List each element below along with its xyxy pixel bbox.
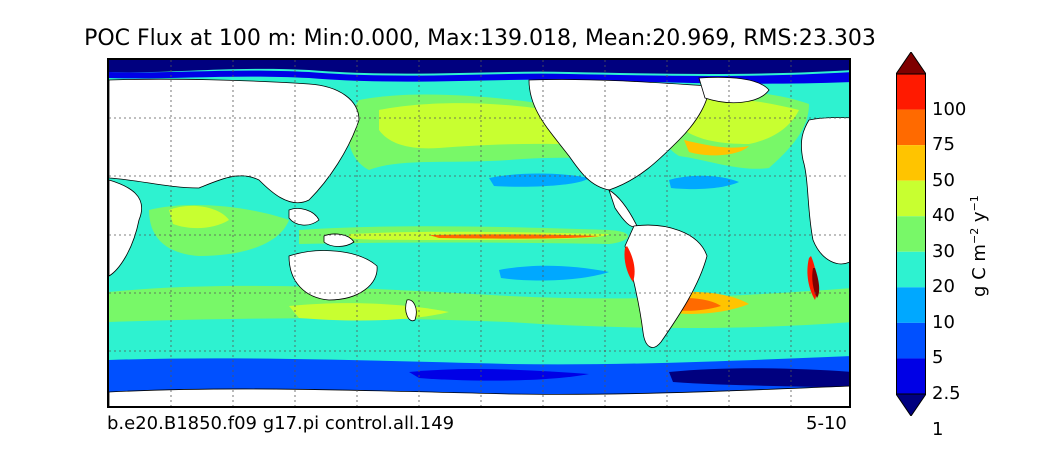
antarctica-land bbox=[109, 385, 849, 406]
peru-upwelling bbox=[624, 246, 635, 282]
colorbar-segment bbox=[896, 358, 926, 394]
eurasia-land bbox=[109, 78, 360, 204]
depth-range-caption: 5-10 bbox=[806, 413, 847, 434]
benguela-max bbox=[812, 268, 820, 298]
colorbar-tick-label: 30 bbox=[932, 240, 955, 262]
north-atlantic-yellow bbox=[674, 98, 799, 144]
colorbar-frame bbox=[896, 73, 926, 395]
colorbar-tick-label: 10 bbox=[932, 311, 955, 333]
unit-prefix: g C m bbox=[969, 244, 990, 297]
map-panel bbox=[107, 58, 851, 408]
borneo-land bbox=[288, 208, 320, 226]
colorbar-segment bbox=[896, 322, 926, 359]
north-atlantic-orange bbox=[684, 140, 749, 156]
equatorial-orange bbox=[429, 234, 599, 239]
north-pacific-gyre bbox=[489, 173, 589, 187]
plot-title: POC Flux at 100 m: Min:0.000, Max:139.01… bbox=[84, 26, 876, 51]
arabian-sea-yellow bbox=[169, 205, 229, 229]
colorbar-segment bbox=[896, 216, 926, 252]
colorbar-extend-min bbox=[896, 393, 926, 416]
north-america-land bbox=[528, 79, 710, 191]
colorbar-segment bbox=[896, 180, 926, 217]
europe-africa-land bbox=[801, 117, 849, 265]
greenland-land bbox=[698, 76, 770, 103]
colorbar-extend-max bbox=[896, 52, 926, 75]
new-guinea-land bbox=[323, 233, 355, 247]
colorbar-segment bbox=[896, 145, 926, 181]
colorbar bbox=[896, 52, 926, 416]
north-atlantic-gyre bbox=[669, 175, 739, 190]
ross-sea-dark bbox=[409, 368, 589, 381]
colorbar-tick-label: 100 bbox=[932, 98, 967, 120]
flux-map bbox=[109, 60, 849, 406]
unit-mid: y bbox=[969, 211, 990, 228]
graticule bbox=[109, 60, 849, 406]
colorbar-tick-label: 75 bbox=[932, 134, 955, 156]
weddell-dark bbox=[669, 368, 849, 388]
colorbar-tick-label: 5 bbox=[932, 347, 944, 369]
arctic-blue-band bbox=[109, 70, 849, 84]
south-america-land bbox=[624, 224, 708, 348]
colorbar-tick-label: 50 bbox=[932, 169, 955, 191]
land-masses bbox=[109, 76, 849, 406]
colorbar-segment bbox=[896, 251, 926, 288]
colorbar-segment bbox=[896, 109, 926, 146]
new-zealand-land bbox=[405, 299, 417, 322]
colorbar-tick-label: 20 bbox=[932, 276, 955, 298]
australia-land bbox=[288, 250, 378, 301]
colorbar-segment bbox=[896, 287, 926, 323]
run-id-caption: b.e20.B1850.f09 g17.pi control.all.149 bbox=[107, 413, 455, 434]
colorbar-unit-label: g C m−2 y−1 bbox=[968, 195, 990, 297]
colorbar-tick-label: 1 bbox=[932, 418, 944, 440]
africa-land bbox=[109, 179, 142, 277]
unit-exponent-2: −1 bbox=[968, 195, 981, 212]
arctic-ice-region bbox=[109, 60, 849, 74]
south-pacific-gyre bbox=[499, 265, 609, 281]
unit-exponent-1: −2 bbox=[968, 227, 981, 245]
colorbar-tick-label: 2.5 bbox=[932, 383, 961, 404]
colorbar-tick-label: 40 bbox=[932, 205, 955, 227]
colorbar-segment bbox=[896, 74, 926, 110]
